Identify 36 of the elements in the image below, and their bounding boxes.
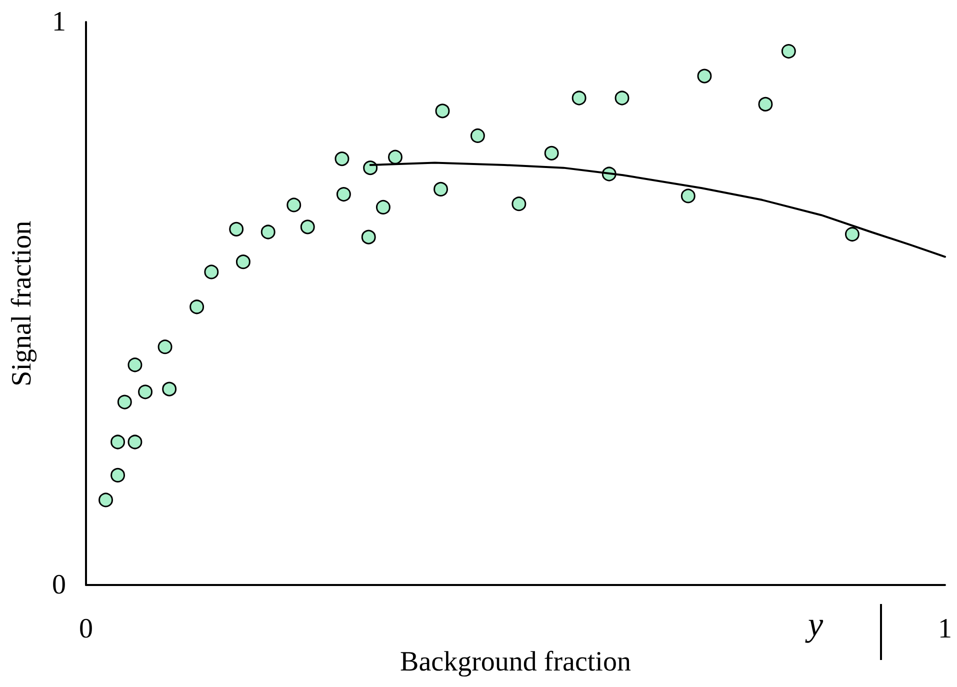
point	[110, 434, 126, 450]
point	[336, 187, 351, 202]
text: y	[805, 606, 824, 644]
point	[388, 150, 402, 164]
point	[204, 264, 219, 280]
point	[128, 358, 142, 372]
point	[470, 128, 485, 143]
y-axis-title: Signal fraction	[6, 220, 38, 386]
point	[98, 492, 114, 508]
point	[138, 384, 153, 400]
point	[286, 198, 302, 212]
point	[435, 104, 450, 118]
point	[162, 382, 177, 396]
point	[229, 222, 244, 236]
point	[697, 68, 712, 84]
point	[300, 220, 315, 234]
point	[434, 182, 448, 196]
point	[680, 188, 696, 204]
point	[260, 224, 276, 240]
point	[361, 230, 376, 244]
point	[334, 152, 350, 166]
point	[844, 227, 860, 242]
point	[512, 196, 526, 212]
point	[376, 200, 390, 214]
point	[614, 90, 630, 106]
point	[236, 254, 250, 270]
point	[190, 300, 204, 314]
point	[544, 146, 559, 160]
x-axis-title: Background fraction	[400, 646, 631, 678]
point	[128, 434, 142, 450]
point	[758, 96, 773, 112]
point	[572, 90, 586, 106]
point	[158, 340, 172, 354]
point	[117, 394, 132, 410]
point	[110, 468, 126, 482]
point	[781, 44, 796, 59]
